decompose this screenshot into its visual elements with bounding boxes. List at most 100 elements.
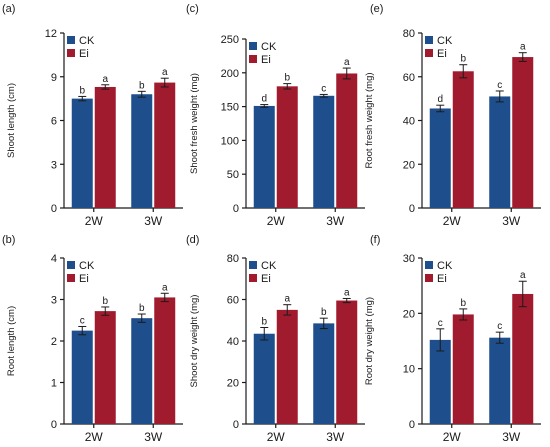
legend-label: CK	[79, 260, 95, 272]
significance-letter: a	[284, 294, 290, 305]
x-tick-label: 3W	[326, 430, 345, 442]
bar-ei-3w	[336, 300, 358, 424]
significance-letter: b	[139, 80, 145, 91]
y-tick-label: 3	[51, 295, 57, 307]
x-tick-label: 2W	[267, 430, 286, 442]
legend-swatch-ck	[425, 261, 433, 269]
significance-letter: c	[80, 315, 85, 326]
bar-ck-2w	[71, 330, 93, 424]
y-tick-label: 4	[51, 253, 57, 265]
legend-label: Ei	[79, 273, 89, 285]
legend-label: Ei	[79, 48, 89, 60]
legend-swatch-ei	[425, 274, 433, 282]
x-tick-label: 2W	[85, 214, 104, 228]
significance-letter: a	[162, 282, 168, 293]
panel-label: (c)	[186, 3, 199, 15]
legend-label: Ei	[261, 273, 271, 285]
bar-ck-2w	[429, 108, 451, 208]
legend-label: CK	[437, 260, 453, 272]
y-tick-label: 20	[403, 308, 415, 320]
bar-ck-2w	[429, 339, 451, 424]
bar-ei-3w	[154, 82, 176, 208]
significance-letter: c	[321, 83, 326, 94]
significance-letter: c	[497, 80, 502, 91]
y-tick-label: 80	[227, 253, 239, 265]
significance-letter: b	[460, 298, 466, 309]
panel-c: (c) 0 50 100 150 200 250 Shoot fresh weight (mg…	[186, 3, 365, 228]
y-axis-label: Root length (cm)	[6, 306, 17, 376]
x-tick-label: 2W	[85, 430, 104, 442]
significance-letter: a	[102, 74, 108, 85]
bar-ei-3w	[154, 297, 176, 424]
legend-swatch-ei	[67, 274, 75, 282]
y-axis-label: Root dry weight (mg)	[364, 297, 375, 385]
panel-f: (f) 0 10 20 30 Root dry weight (mg) 2W c b 3W c a CK…	[364, 234, 541, 444]
legend-label: CK	[261, 260, 277, 272]
bar-ck-2w	[253, 333, 275, 424]
legend-swatch-ck	[67, 261, 75, 269]
bar-ei-2w	[94, 311, 116, 424]
y-axis-label: Shoot length (cm)	[6, 83, 17, 158]
y-tick-label: 40	[227, 336, 239, 348]
x-tick-label: 3W	[502, 214, 521, 228]
y-tick-label: 0	[51, 203, 57, 215]
y-tick-label: 9	[51, 72, 57, 84]
panel-e: (e) 0 20 40 60 80 Root fresh weight (mg) 2W d b 3W…	[364, 3, 541, 228]
bar-ei-2w	[276, 309, 298, 424]
bar-ck-3w	[131, 94, 153, 208]
significance-letter: c	[438, 318, 443, 329]
y-tick-label: 0	[409, 419, 415, 431]
significance-letter: b	[284, 73, 290, 84]
legend-swatch-ck	[249, 42, 257, 50]
legend-swatch-ei	[425, 49, 433, 57]
y-tick-label: 150	[221, 102, 239, 114]
bar-ei-2w	[452, 314, 474, 424]
y-tick-label: 20	[403, 159, 415, 171]
y-tick-label: 12	[45, 28, 57, 40]
y-tick-label: 0	[233, 203, 239, 215]
legend-swatch-ei	[249, 55, 257, 63]
bar-ei-3w	[512, 293, 534, 424]
x-tick-label: 2W	[267, 214, 286, 228]
panel-label: (a)	[2, 3, 15, 15]
significance-letter: a	[520, 42, 526, 53]
significance-letter: d	[437, 94, 443, 105]
legend-swatch-ei	[249, 274, 257, 282]
bar-ei-2w	[276, 86, 298, 208]
bar-ck-3w	[131, 318, 153, 424]
x-tick-label: 3W	[144, 214, 163, 228]
panel-label: (b)	[2, 234, 15, 246]
y-tick-label: 0	[409, 203, 415, 215]
significance-letter: a	[344, 57, 350, 68]
significance-letter: b	[139, 303, 145, 314]
y-tick-label: 0	[51, 419, 57, 431]
panel-d: (d) 0 20 40 60 80 Shoot dry weight (mg) 2W b a 3W b…	[186, 234, 365, 444]
significance-letter: b	[79, 85, 85, 96]
significance-letter: b	[321, 307, 327, 318]
y-tick-label: 100	[221, 135, 239, 147]
y-tick-label: 80	[403, 28, 415, 40]
bar-ck-3w	[313, 323, 335, 424]
x-tick-label: 3W	[326, 214, 345, 228]
legend-label: Ei	[437, 48, 447, 60]
legend-label: Ei	[437, 273, 447, 285]
legend-label: CK	[437, 35, 453, 47]
bar-ck-2w	[71, 98, 93, 208]
y-axis-label: Shoot dry weight (mg)	[189, 295, 200, 388]
legend-swatch-ck	[425, 36, 433, 44]
y-tick-label: 20	[227, 378, 239, 390]
y-tick-label: 0	[233, 419, 239, 431]
bar-ei-3w	[512, 57, 534, 208]
y-tick-label: 200	[221, 68, 239, 80]
bar-ck-2w	[253, 105, 275, 208]
legend-swatch-ck	[249, 261, 257, 269]
x-tick-label: 3W	[502, 430, 521, 442]
y-tick-label: 50	[227, 169, 239, 181]
y-axis-label: Shoot fresh weight (mg)	[189, 73, 200, 174]
bar-ck-3w	[489, 337, 511, 424]
x-tick-label: 2W	[443, 214, 462, 228]
significance-letter: b	[261, 317, 267, 328]
legend-swatch-ei	[67, 49, 75, 57]
